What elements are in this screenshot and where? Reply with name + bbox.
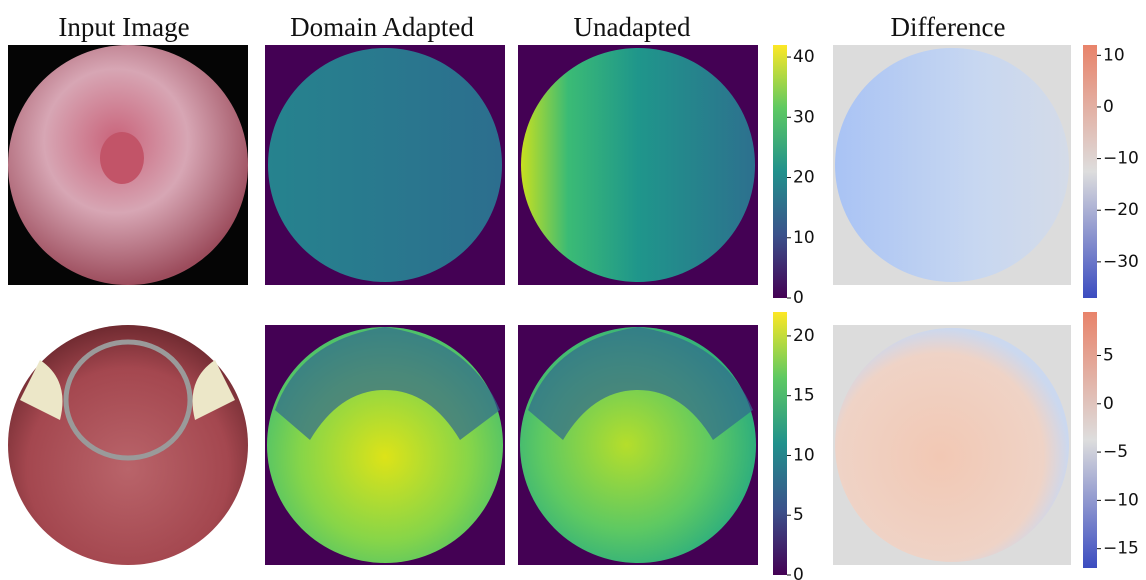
- colorbar-tick-label: −20: [1103, 200, 1139, 220]
- colorbar-tick-label: 0: [793, 565, 804, 580]
- colorbar-tick-label: 30: [793, 107, 815, 127]
- colorbar-tick-label: 0: [1103, 394, 1114, 414]
- column-title: Unadapted: [574, 12, 691, 42]
- colorbar-tick-label: −10: [1103, 149, 1139, 169]
- colorbar-tick-label: 10: [793, 445, 815, 465]
- column-title: Domain Adapted: [290, 12, 474, 42]
- row-1: [8, 45, 1071, 285]
- depth-disc: [521, 48, 755, 282]
- colorbar: [1083, 312, 1097, 568]
- colorbar-tick-label: 10: [793, 228, 815, 248]
- colorbar-tick-label: −10: [1103, 490, 1139, 510]
- colorbar-tick-label: 15: [793, 386, 815, 406]
- colorbar-tick-label: −15: [1103, 539, 1139, 559]
- colorbar-tick-label: −30: [1103, 252, 1139, 272]
- difference-disc: [835, 48, 1069, 282]
- column-title: Input Image: [58, 12, 189, 42]
- colorbar-tick-label: 0: [793, 288, 804, 308]
- colorbar: [773, 45, 787, 298]
- colorbar: [1083, 45, 1097, 298]
- colorbar: [773, 312, 787, 575]
- column-title: Difference: [891, 12, 1006, 42]
- colorbar-tick-label: 20: [793, 326, 815, 346]
- lesion: [100, 132, 144, 184]
- colorbar-tick-label: 10: [1103, 45, 1125, 65]
- colorbar-tick-label: 0: [1103, 97, 1114, 117]
- colorbar-tick-label: −5: [1103, 442, 1128, 462]
- colorbar-tick-label: 20: [793, 168, 815, 188]
- colorbar-tick-label: 5: [793, 505, 804, 525]
- titles: Input Image Domain Adapted Unadapted Dif…: [58, 12, 1005, 42]
- depth-disc: [268, 48, 502, 282]
- row-2: [8, 325, 1071, 565]
- colorbar-tick-label: 40: [793, 47, 815, 67]
- difference-disc: [835, 328, 1069, 562]
- figure: Input Image Domain Adapted Unadapted Dif…: [0, 0, 1146, 580]
- input-tissue: [8, 325, 248, 565]
- colorbar-tick-label: 5: [1103, 345, 1114, 365]
